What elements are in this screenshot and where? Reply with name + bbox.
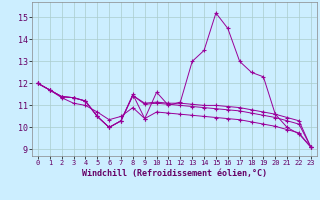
X-axis label: Windchill (Refroidissement éolien,°C): Windchill (Refroidissement éolien,°C) xyxy=(82,169,267,178)
